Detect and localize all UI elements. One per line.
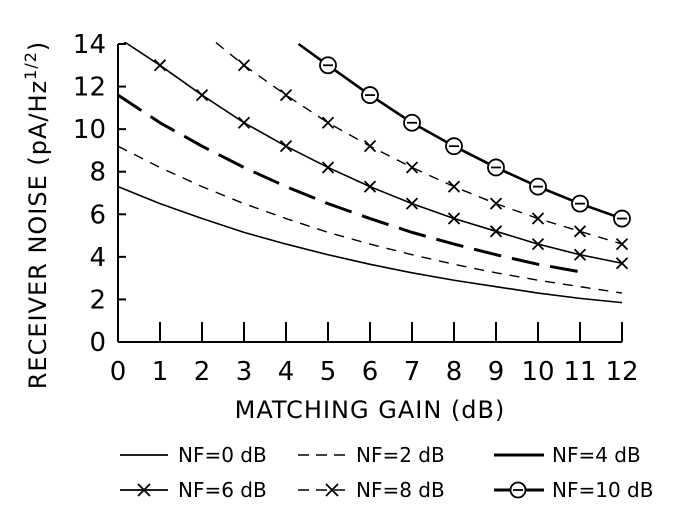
x-tick-label: 2 (194, 357, 211, 387)
x-tick-label: 1 (152, 357, 169, 387)
x-marker-icon (363, 180, 377, 193)
legend-item-nf0: NF=0 dB (120, 443, 267, 467)
y-tick-label: 2 (89, 285, 106, 315)
y-axis-title-main: RECEIVER NOISE (pA/Hz (24, 80, 52, 389)
legend-label-nf2: NF=2 dB (356, 443, 445, 467)
x-marker-icon (321, 116, 335, 129)
x-marker-icon (195, 88, 209, 102)
x-marker-icon (363, 140, 377, 153)
series-1 (118, 185, 623, 304)
y-tick-label: 10 (73, 115, 106, 145)
x-tick-label: 7 (404, 357, 421, 387)
x-marker-icon (573, 225, 587, 238)
y-tick-label: 6 (89, 200, 106, 230)
x-marker-icon (405, 161, 419, 174)
series-line (123, 42, 623, 265)
x-marker-icon (321, 161, 335, 174)
y-tick-label: 14 (73, 30, 106, 60)
x-tick-label: 12 (605, 357, 638, 387)
legend-x-marker-icon (137, 483, 151, 497)
legend-label-nf4: NF=4 dB (552, 443, 641, 467)
x-marker-icon (237, 116, 251, 129)
x-tick-label: 5 (320, 357, 337, 387)
x-marker-icon (279, 88, 293, 102)
series-line (118, 145, 623, 294)
legend-item-nf4: NF=4 dB (494, 443, 641, 467)
series-line (118, 185, 623, 304)
series-line (118, 93, 581, 274)
x-marker-icon (573, 248, 587, 261)
x-marker-icon (447, 212, 461, 225)
x-tick-label: 8 (446, 357, 463, 387)
legend: NF=0 dB NF=2 dB NF=4 dB NF=6 dB NF=8 dB … (120, 443, 653, 502)
series-2 (118, 145, 623, 294)
y-tick-label: 0 (89, 328, 106, 358)
x-marker-icon (615, 257, 629, 270)
x-tick-label: 11 (563, 357, 596, 387)
series-4 (123, 42, 629, 270)
y-axis-title-sup: 1/2 (21, 51, 40, 80)
x-marker-icon (447, 180, 461, 193)
x-marker-icon (153, 59, 167, 72)
x-marker-icon (531, 212, 545, 225)
x-marker-icon (489, 225, 503, 238)
legend-item-nf6: NF=6 dB (120, 478, 267, 502)
legend-label-nf8: NF=8 dB (356, 478, 445, 502)
x-marker-icon (531, 237, 545, 251)
x-marker-icon (615, 237, 629, 251)
legend-label-nf10: NF=10 dB (552, 478, 653, 502)
series-6 (297, 42, 631, 228)
x-marker-icon (489, 197, 503, 210)
x-tick-label: 6 (362, 357, 379, 387)
legend-item-nf10: NF=10 dB (494, 478, 653, 502)
x-axis-title: MATCHING GAIN (dB) (235, 396, 506, 424)
y-tick-label: 4 (89, 243, 106, 273)
legend-label-nf0: NF=0 dB (178, 443, 267, 467)
y-tick-label: 12 (73, 73, 106, 103)
plot-area (118, 42, 631, 304)
series-5 (214, 42, 629, 251)
x-tick-label: 0 (110, 357, 127, 387)
y-axis-title-close: ) (24, 41, 52, 51)
series-line (297, 42, 623, 220)
y-tick-label: 8 (89, 158, 106, 188)
x-marker-icon (237, 59, 251, 72)
legend-item-nf8: NF=8 dB (298, 478, 445, 502)
x-marker-icon (279, 140, 293, 153)
y-axis-title: RECEIVER NOISE (pA/Hz1/2) (21, 41, 52, 390)
legend-item-nf2: NF=2 dB (298, 443, 445, 467)
series-3 (118, 93, 581, 274)
legend-x-marker-icon (325, 483, 339, 497)
x-tick-label: 10 (521, 357, 554, 387)
x-tick-label: 4 (278, 357, 295, 387)
x-marker-icon (405, 197, 419, 210)
legend-label-nf6: NF=6 dB (178, 478, 267, 502)
x-tick-label: 3 (236, 357, 253, 387)
series-line (214, 42, 623, 245)
x-tick-label: 9 (488, 357, 505, 387)
